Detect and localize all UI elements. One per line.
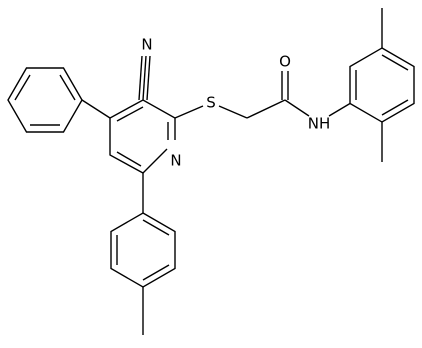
tolyl-ring <box>110 212 176 288</box>
bond <box>218 105 248 119</box>
double-bond <box>142 219 170 236</box>
double-bond <box>381 54 409 71</box>
phenyl-ring <box>7 67 83 133</box>
atom-label: NH <box>308 115 331 133</box>
aryl-ring <box>349 47 415 123</box>
atom-label: S <box>206 94 216 112</box>
bonds <box>7 8 415 335</box>
double-bond <box>142 264 170 281</box>
pyridine-ring <box>109 99 176 174</box>
triple-bond <box>142 55 147 101</box>
bond <box>328 102 351 117</box>
bond <box>81 99 111 119</box>
atom-label: O <box>279 53 291 71</box>
bond <box>284 99 310 117</box>
double-bond <box>116 106 144 122</box>
double-bond <box>14 74 31 101</box>
double-bond <box>59 74 76 101</box>
bond <box>246 99 286 119</box>
bond <box>174 105 204 119</box>
double-bond <box>116 151 142 167</box>
atom-label: N <box>141 36 152 54</box>
triple-bond <box>146 55 151 101</box>
atom-label: N <box>170 152 181 170</box>
double-bond <box>381 99 409 116</box>
triple-bond <box>138 55 143 101</box>
